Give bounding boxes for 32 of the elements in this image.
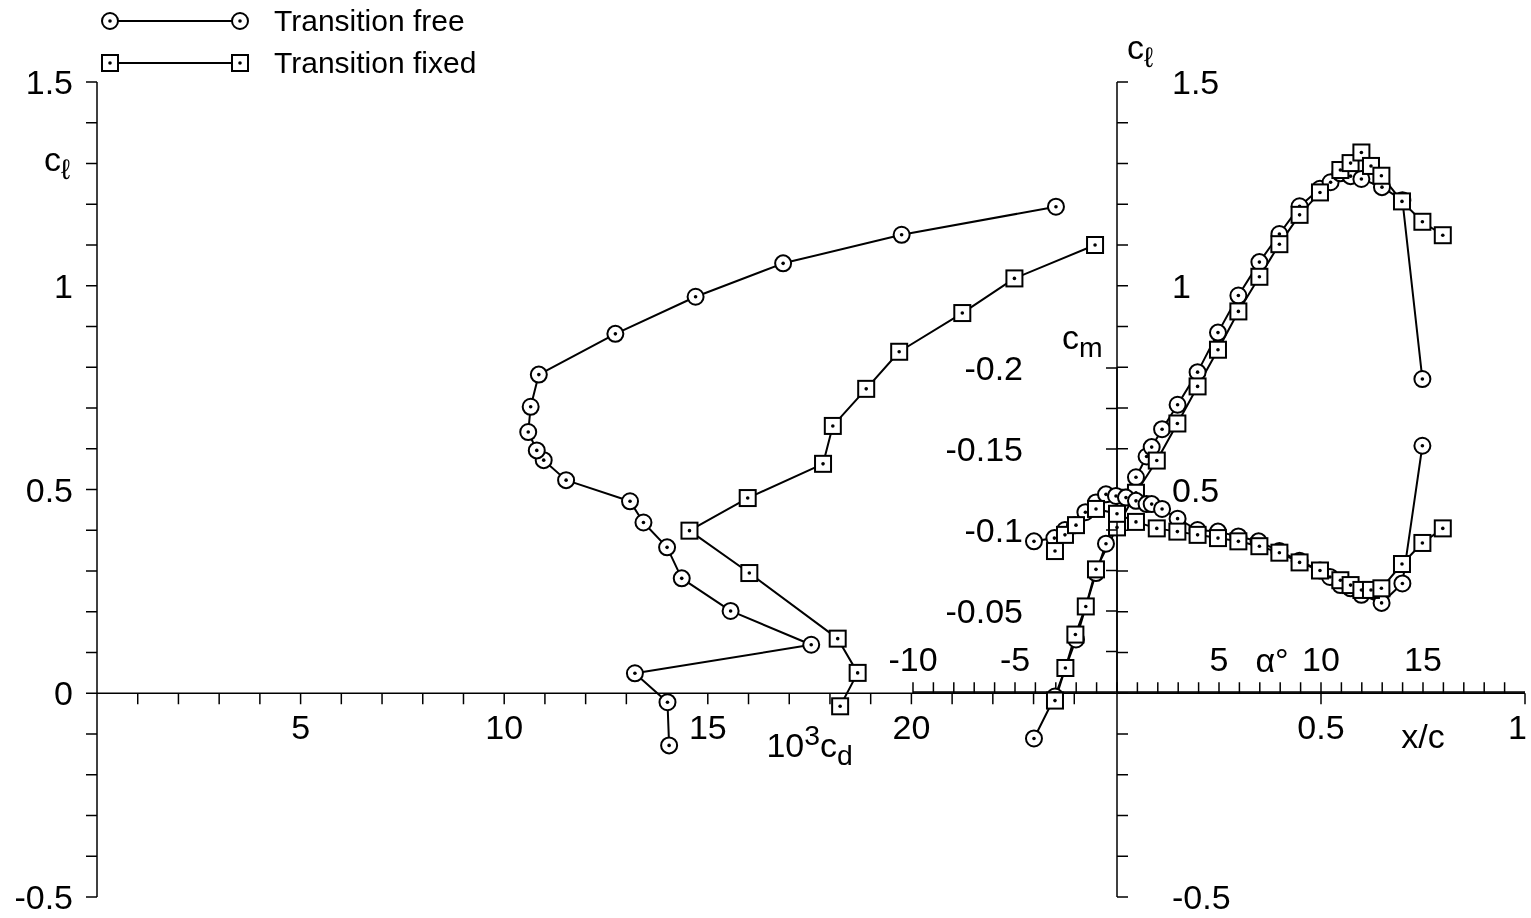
y-tick-label: 1.5 (1172, 63, 1220, 101)
x-tick-label: 20 (892, 708, 931, 747)
y-tick-label: -0.1 (964, 511, 1023, 549)
y-tick-label: -0.15 (945, 430, 1023, 468)
x-tick-label: -10 (888, 640, 938, 679)
y-tick-label: 1 (1172, 266, 1191, 305)
y-tick-label: -0.05 (945, 592, 1023, 630)
annotation: α° (1255, 641, 1289, 680)
y-axis-title: c$_{m}$ (1062, 318, 1103, 363)
x-tick-label: 10 (1302, 640, 1340, 679)
y-tick-label: -0.5 (14, 878, 73, 916)
y-axis-title: c$_{ℓ}$ (44, 140, 71, 185)
y-tick-label: -0.2 (964, 349, 1023, 387)
y-tick-label: 0.5 (1172, 470, 1220, 509)
x-tick-label: 15 (688, 708, 727, 747)
x-tick-label: 15 (1404, 640, 1442, 679)
x-tick-label: 5 (291, 708, 311, 747)
y-tick-label: 1.5 (25, 63, 73, 101)
x-tick-label: 10 (485, 708, 524, 747)
x-tick-label: -5 (999, 640, 1031, 679)
legend-label: Transition fixed (274, 46, 477, 80)
y-tick-label: 1 (54, 266, 73, 305)
y-axis-title: c$_{ℓ}$ (1127, 28, 1154, 73)
x2-tick-label: 1 (1508, 708, 1527, 747)
x2-axis-title: x/c (1401, 717, 1445, 756)
y-tick-label: 0.5 (25, 470, 73, 509)
legend-label: Transition free (274, 4, 465, 38)
x-axis-title: 10$^{3}$c$_{d}$ (766, 719, 853, 772)
y-tick-label: -0.5 (1172, 878, 1231, 916)
x-tick-label: 5 (1209, 640, 1229, 679)
x2-tick-label: 0.5 (1297, 708, 1345, 747)
y-tick-label: 0 (54, 674, 73, 713)
